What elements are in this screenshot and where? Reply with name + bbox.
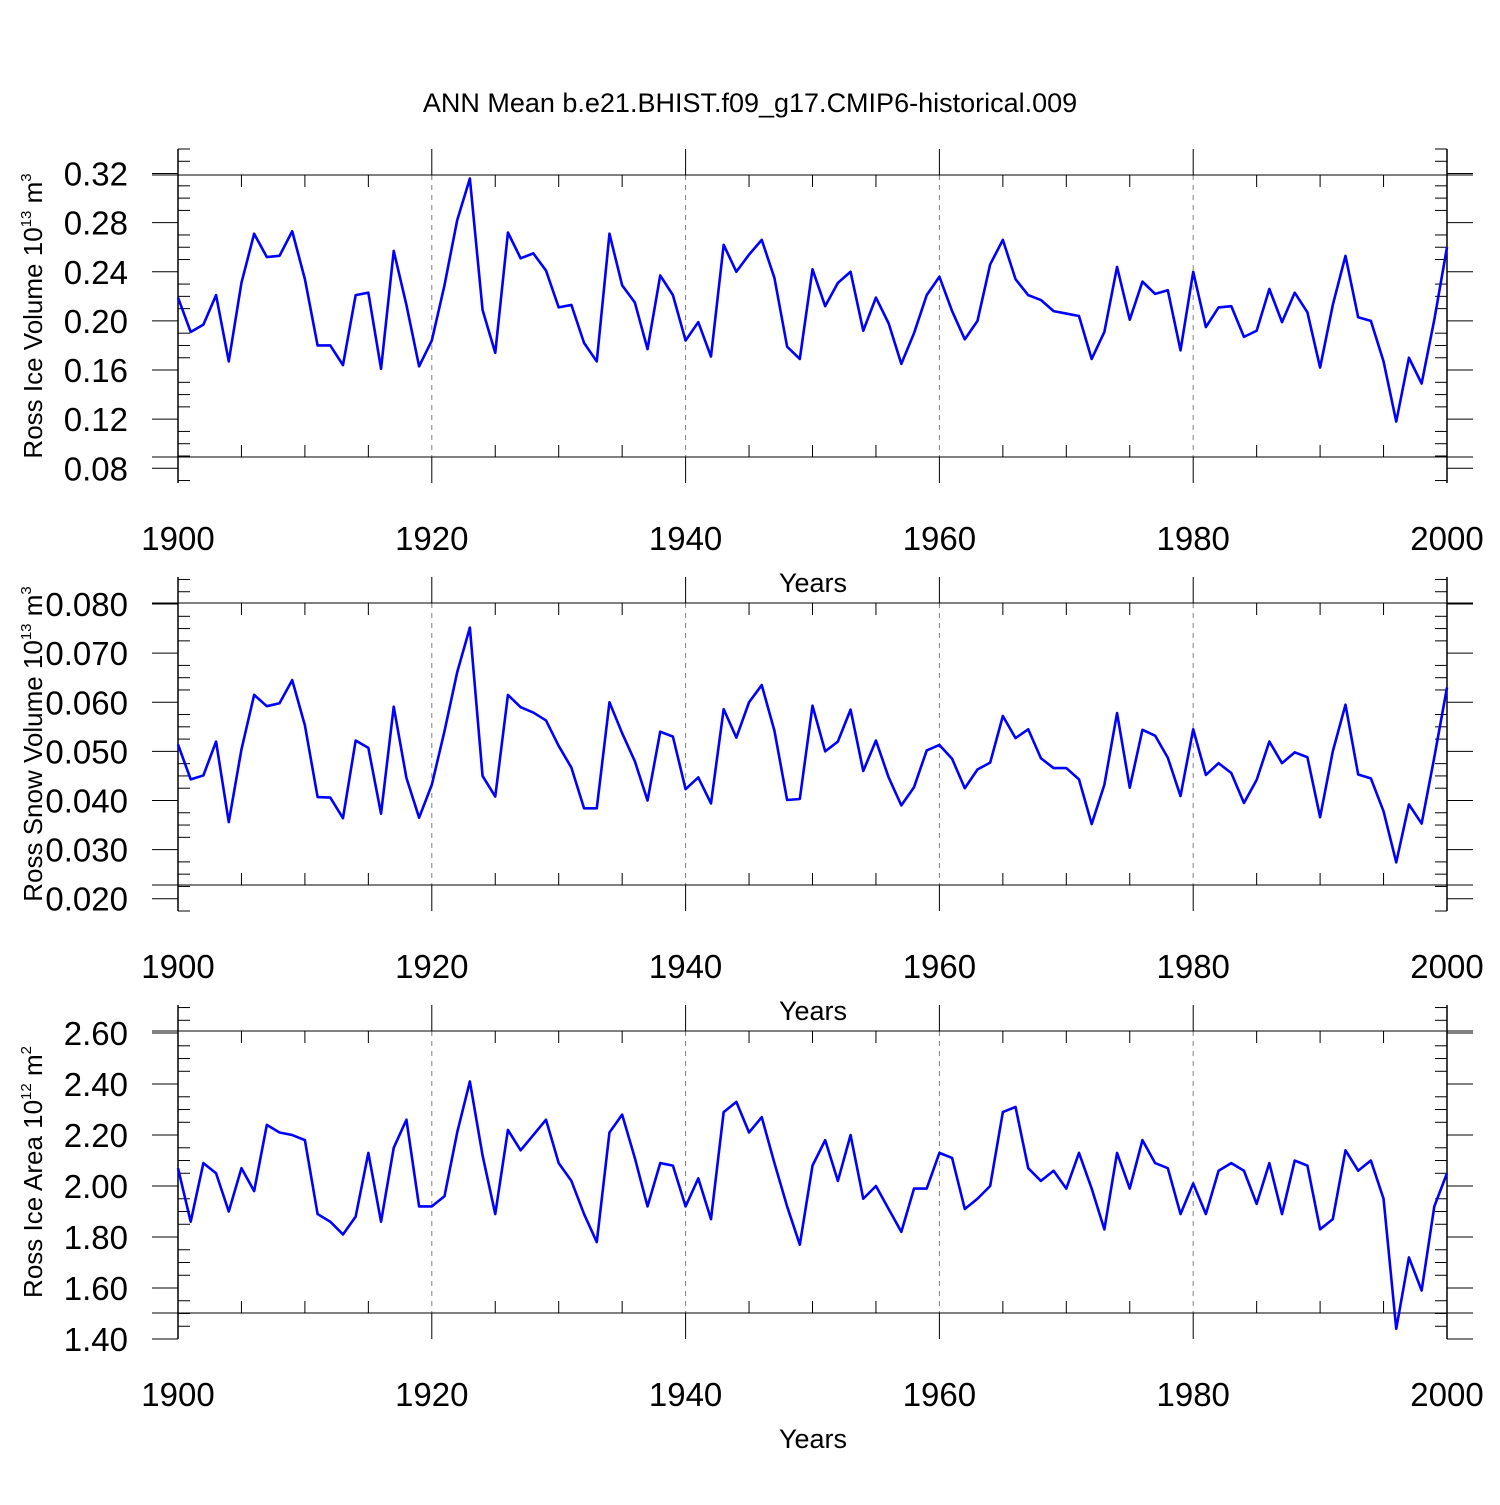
y-axis-label-exponent: 13 bbox=[18, 211, 35, 228]
y-tick-label: 0.030 bbox=[45, 832, 128, 869]
y-axis-label-unit: m bbox=[18, 182, 48, 211]
x-tick-label: 1980 bbox=[1156, 948, 1229, 985]
series-line bbox=[176, 177, 1449, 423]
x-tick-label: 1900 bbox=[141, 948, 214, 985]
y-tick-label: 0.16 bbox=[64, 352, 128, 389]
y-axis-label-unit-exponent: 3 bbox=[18, 173, 35, 181]
x-axis-label: Years bbox=[779, 568, 847, 598]
series-line bbox=[176, 1080, 1449, 1331]
x-axis-label: Years bbox=[779, 996, 847, 1026]
x-tick-label: 1920 bbox=[395, 520, 468, 557]
x-axis-label: Years bbox=[779, 1424, 847, 1454]
y-tick-label: 0.08 bbox=[64, 450, 128, 487]
x-tick-label: 1900 bbox=[141, 520, 214, 557]
y-tick-label: 1.40 bbox=[64, 1321, 128, 1358]
panel-2: 0.020 0.030 0.040 0.050 0.060 0.070 0.080 1900 1… bbox=[18, 577, 1484, 1026]
y-tick-label: 0.070 bbox=[45, 635, 128, 672]
y-tick-label: 0.32 bbox=[64, 156, 128, 193]
y-tick-label: 1.80 bbox=[64, 1219, 128, 1256]
y-tick-label: 0.020 bbox=[45, 881, 128, 918]
y-tick-label: 0.20 bbox=[64, 303, 128, 340]
y-tick-label: 0.050 bbox=[45, 733, 128, 770]
y-axis-label-exponent: 12 bbox=[18, 1083, 35, 1100]
y-axis-label-text: Ross Snow Volume 10 bbox=[18, 640, 48, 902]
y-axis-label: Ross Ice Volume 1013 m3 bbox=[18, 173, 48, 458]
y-tick-label: 0.080 bbox=[45, 586, 128, 623]
x-tick-label: 2000 bbox=[1410, 520, 1483, 557]
y-tick-label: 0.24 bbox=[64, 254, 128, 291]
panel-3: 1.40 1.60 1.80 2.00 2.20 2.40 2.60 1900 1920 1940… bbox=[18, 1005, 1484, 1454]
x-tick-label: 1980 bbox=[1156, 1376, 1229, 1413]
y-axis-label: Ross Snow Volume 1013 m3 bbox=[18, 586, 48, 902]
x-tick-label: 1980 bbox=[1156, 520, 1229, 557]
x-tick-label: 1900 bbox=[141, 1376, 214, 1413]
x-tick-label: 2000 bbox=[1410, 948, 1483, 985]
y-axis-label-unit: m bbox=[18, 1054, 48, 1083]
y-tick-label: 2.00 bbox=[64, 1168, 128, 1205]
y-axis-label-unit-exponent: 3 bbox=[18, 586, 35, 594]
x-tick-label: 1940 bbox=[649, 1376, 722, 1413]
y-axis-label-unit-exponent: 2 bbox=[18, 1046, 35, 1054]
y-tick-label: 2.60 bbox=[64, 1015, 128, 1052]
y-axis-label-unit: m bbox=[18, 595, 48, 624]
x-tick-label: 1960 bbox=[903, 520, 976, 557]
x-tick-label: 1940 bbox=[649, 520, 722, 557]
x-tick-label: 1920 bbox=[395, 948, 468, 985]
series-line bbox=[176, 626, 1449, 864]
x-tick-label: 2000 bbox=[1410, 1376, 1483, 1413]
y-tick-label: 1.60 bbox=[64, 1270, 128, 1307]
x-tick-label: 1960 bbox=[903, 1376, 976, 1413]
y-axis-label-text: Ross Ice Area 10 bbox=[18, 1100, 48, 1298]
x-tick-label: 1920 bbox=[395, 1376, 468, 1413]
y-axis-label-text: Ross Ice Volume 10 bbox=[18, 227, 48, 458]
y-tick-label: 2.20 bbox=[64, 1117, 128, 1154]
y-tick-label: 2.40 bbox=[64, 1066, 128, 1103]
y-axis-label-exponent: 13 bbox=[18, 623, 35, 640]
figure-title: ANN Mean b.e21.BHIST.f09_g17.CMIP6-histo… bbox=[423, 88, 1077, 118]
y-tick-label: 0.28 bbox=[64, 205, 128, 242]
y-axis-label: Ross Ice Area 1012 m2 bbox=[18, 1046, 48, 1298]
x-tick-label: 1960 bbox=[903, 948, 976, 985]
x-tick-label: 1940 bbox=[649, 948, 722, 985]
panel-1: 0.08 0.12 0.16 0.20 0.24 0.28 0.32 1900 1920 1940… bbox=[18, 148, 1484, 598]
y-tick-label: 0.12 bbox=[64, 401, 128, 438]
y-tick-label: 0.040 bbox=[45, 782, 128, 819]
y-tick-label: 0.060 bbox=[45, 684, 128, 721]
